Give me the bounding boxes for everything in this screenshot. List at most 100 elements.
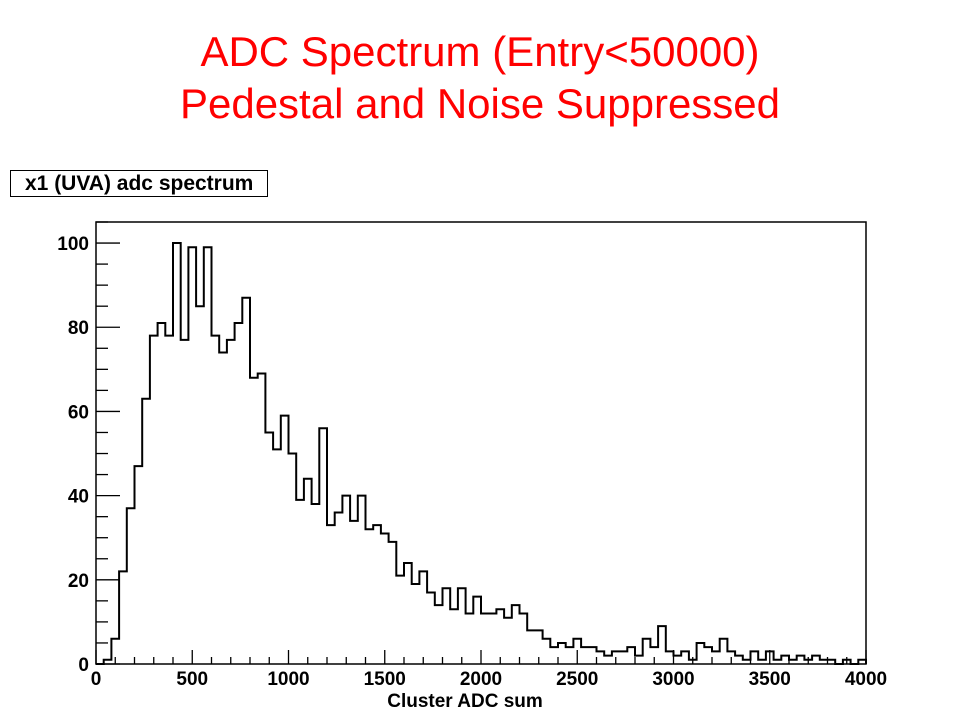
slide-title: ADC Spectrum (Entry<50000) Pedestal and … [0, 26, 960, 130]
x-tick-label: 0 [91, 669, 102, 690]
histogram-bin [797, 656, 805, 664]
histogram-bin [204, 247, 212, 664]
histogram-bin [466, 613, 474, 664]
histogram-bin [681, 651, 689, 664]
histogram-bin [504, 618, 512, 664]
histogram-bin [704, 647, 712, 664]
histogram-bin [296, 500, 304, 664]
histogram-bin [566, 647, 574, 664]
histogram-bin [735, 656, 743, 664]
x-tick-label: 3000 [652, 669, 694, 690]
histogram-bin [373, 525, 381, 664]
slide-title-line-2: Pedestal and Noise Suppressed [179, 80, 781, 127]
histogram-bin [751, 651, 759, 664]
y-tick-label: 0 [78, 655, 89, 676]
histogram-bin [342, 496, 350, 664]
histogram-bin [250, 378, 258, 664]
histogram-bin [188, 247, 196, 664]
histogram-bin [273, 449, 281, 664]
histogram-bin [404, 563, 412, 664]
histogram-bin [620, 651, 628, 664]
y-tick-label: 40 [68, 487, 89, 508]
histogram-bin [412, 584, 420, 664]
histogram-bin [173, 243, 181, 664]
x-tick-label: 4000 [845, 669, 887, 690]
histogram-bin [396, 576, 404, 664]
x-tick-label: 1000 [267, 669, 309, 690]
histogram-bin [358, 496, 366, 664]
histogram-bin [258, 374, 266, 664]
histogram-bin [720, 639, 728, 664]
histogram-bin [119, 571, 127, 664]
histogram-bin [443, 588, 451, 664]
histogram-bin [142, 399, 150, 664]
histogram-bin [350, 521, 358, 664]
histogram-outline [96, 242, 867, 665]
histogram-bin [312, 504, 320, 664]
histogram-title-box: x1 (UVA) adc spectrum [10, 170, 269, 197]
y-tick-label: 100 [57, 234, 89, 255]
histogram-bin [527, 630, 535, 664]
histogram-bin [319, 428, 327, 664]
histogram-bin [366, 529, 374, 664]
histogram-bin [481, 613, 489, 664]
histogram-bin [265, 432, 273, 664]
histogram-bin [381, 534, 389, 664]
x-axis-label: Cluster ADC sum [387, 691, 543, 712]
histogram-bin [674, 656, 682, 664]
x-tick-label: 2500 [556, 669, 598, 690]
histogram-bin [666, 651, 674, 664]
histogram-bin [781, 656, 789, 664]
histogram-bin [697, 643, 705, 664]
histogram-bin [281, 416, 289, 664]
histogram-bin [165, 336, 173, 664]
histogram-bin [181, 340, 189, 664]
histogram-bin [135, 466, 143, 664]
x-tick-label: 1500 [364, 669, 406, 690]
histogram-bin [589, 647, 597, 664]
histogram-bin [658, 626, 666, 664]
histogram-bin [227, 340, 235, 664]
histogram-bin [581, 647, 589, 664]
histogram-bin [473, 597, 481, 664]
histogram-bin [520, 613, 528, 664]
histogram-bin [219, 352, 227, 664]
x-tick-label: 500 [176, 669, 208, 690]
histogram-bin [812, 656, 820, 664]
histogram-bin [643, 639, 651, 664]
histogram-bin [627, 647, 635, 664]
histogram-bin [427, 592, 435, 664]
histogram-bin [512, 605, 520, 664]
histogram-bin [550, 647, 558, 664]
histogram-bin [435, 605, 443, 664]
histogram-bin [604, 656, 612, 664]
x-tick-label: 3500 [749, 669, 791, 690]
histogram-bin [543, 639, 551, 664]
histogram-bins [104, 243, 866, 664]
slide-title-line-1: ADC Spectrum (Entry<50000) [200, 28, 760, 75]
histogram-bin [304, 479, 312, 664]
histogram-bin [158, 323, 166, 664]
histogram-bin [242, 298, 250, 664]
y-tick-label: 80 [68, 318, 89, 339]
histogram-bin [389, 542, 397, 664]
axis-ticks [95, 221, 867, 665]
histogram-bin [335, 512, 343, 664]
histogram-bin [558, 643, 566, 664]
histogram-bin [235, 323, 243, 664]
histogram-bin [212, 336, 220, 664]
histogram-bin [127, 508, 135, 664]
histogram-bin [419, 571, 427, 664]
y-tick-label: 20 [68, 571, 89, 592]
histogram-bin [597, 651, 605, 664]
histogram-bin [289, 454, 297, 664]
histogram-bin [712, 651, 720, 664]
histogram-bin [327, 525, 335, 664]
histogram-bin [450, 609, 458, 664]
histogram-bin [496, 609, 504, 664]
histogram-bin [150, 336, 158, 664]
axis-tick-labels: 0 500 1000 1500 2000 2500 3000 3500 4000 0 20 40 60 8… [57, 234, 887, 690]
histogram-bin [635, 656, 643, 664]
histogram-bin [489, 613, 497, 664]
